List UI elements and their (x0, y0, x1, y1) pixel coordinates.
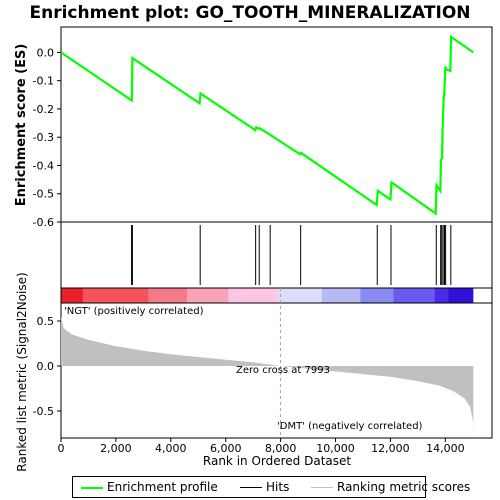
legend-swatch-hits (240, 487, 262, 488)
es-ylabel: Enrichment score (ES) (14, 44, 29, 207)
positive-correlation-label: 'NGT' (positively correlated) (64, 306, 204, 317)
es-y-tick-label: -0.2 (33, 103, 54, 116)
metric-xlabel: Rank in Ordered Dataset (203, 454, 351, 468)
legend-item-hits: Hits (240, 480, 289, 494)
metric-x-tick-label: 8,000 (265, 442, 297, 455)
legend-swatch-enrichment-profile (81, 486, 103, 489)
es-panel: 0.0 -0.1 -0.2 -0.3 -0.4 -0.5 -0.6 Enrichment s… (14, 26, 493, 229)
metric-x-tick-label: 14,000 (426, 442, 465, 455)
colorbar-segment (187, 288, 229, 303)
colorbar-segment (321, 288, 361, 303)
chart-legend: Enrichment profile Hits Ranking metric s… (72, 476, 470, 498)
colorbar-segment (148, 288, 188, 303)
metric-x-tick-label: 4,000 (155, 442, 187, 455)
es-y-tick-label: 0.0 (37, 46, 55, 59)
colorbar-segment (448, 288, 474, 303)
es-panel-frame (60, 26, 493, 223)
colorbar-segment (434, 288, 449, 303)
es-y-tick-label: -0.5 (33, 188, 54, 201)
metric-x-tick-label: 2,000 (100, 442, 132, 455)
hit-marks (131, 225, 452, 285)
colorbar-segment (393, 288, 435, 303)
ranking-metric-area (61, 316, 474, 434)
metric-x-tick-label: 0 (58, 442, 65, 455)
chart-title: Enrichment plot: GO_TOOTH_MINERALIZATION (30, 3, 471, 23)
colorbar-segment (82, 288, 149, 303)
zero-cross-label: Zero cross at 7993 (236, 365, 330, 376)
metric-x-tick-label: 12,000 (371, 442, 410, 455)
legend-label-ranking-metric: Ranking metric scores (337, 480, 471, 494)
hits-panel-frame (60, 221, 493, 289)
metric-x-tick-label: 6,000 (210, 442, 242, 455)
es-y-tick-label: -0.1 (33, 75, 54, 88)
metric-panel-frame (60, 302, 493, 439)
hits-panel (60, 221, 493, 289)
metric-y-tick-label: -0.5 (33, 405, 54, 418)
legend-item-ranking-metric: Ranking metric scores (311, 480, 470, 494)
colorbar-segment (277, 288, 322, 303)
metric-y-ticks: 0.5 0.0 -0.5 (33, 315, 61, 418)
legend-label-enrichment-profile: Enrichment profile (107, 480, 218, 494)
metric-y-tick-label: 0.5 (37, 315, 55, 328)
colorbar-segment (360, 288, 394, 303)
legend-swatch-ranking-metric (311, 487, 333, 488)
colorbar-segment (228, 288, 278, 303)
es-y-tick-label: -0.4 (33, 159, 54, 172)
es-y-tick-label: -0.6 (33, 216, 54, 229)
metric-x-tick-label: 10,000 (316, 442, 355, 455)
es-y-ticks: 0.0 -0.1 -0.2 -0.3 -0.4 -0.5 -0.6 (33, 46, 61, 229)
colorbar-segment (61, 288, 83, 303)
legend-label-hits: Hits (266, 480, 290, 494)
es-y-tick-label: -0.3 (33, 131, 54, 144)
legend-item-enrichment-profile: Enrichment profile (81, 480, 218, 494)
metric-ylabel: Ranked list metric (Signal2Noise) (15, 272, 29, 471)
enrichment-profile-line (60, 34, 474, 216)
negative-correlation-label: 'DMT' (negatively correlated) (277, 421, 423, 432)
metric-panel: 0.5 0.0 -0.5 0 2,000 4,000 6,000 8,000 10,000 12… (15, 272, 493, 472)
metric-y-tick-label: 0.0 (37, 360, 55, 373)
metric-x-ticks: 0 2,000 4,000 6,000 8,000 10,000 12,000 14,000 (58, 438, 465, 455)
ranking-colorbar (61, 288, 474, 303)
